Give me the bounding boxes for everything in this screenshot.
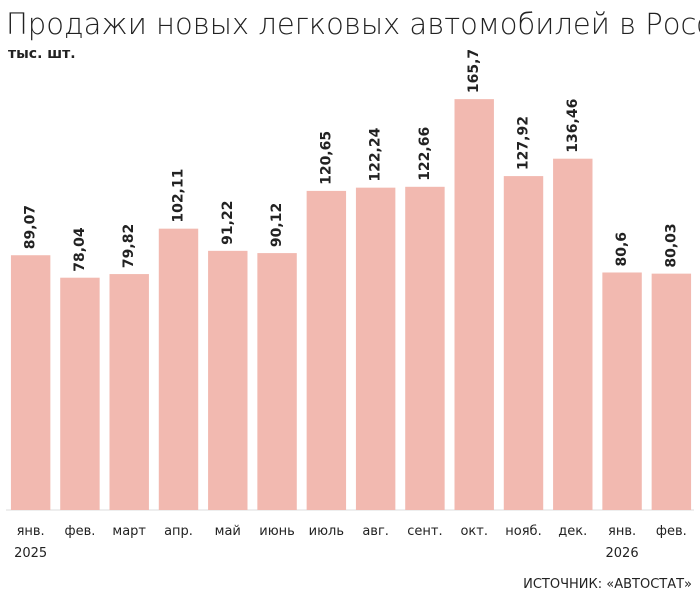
bar: [109, 274, 149, 510]
x-tick-label: янв.: [608, 524, 636, 539]
x-tick-label: окт.: [460, 524, 488, 539]
chart-title: Продажи новых легковых автомобилей в Рос…: [6, 7, 700, 41]
value-label: 80,6: [614, 232, 630, 267]
bar: [454, 99, 494, 510]
bar: [306, 190, 347, 511]
value-label: 127,92: [516, 116, 532, 170]
bar: [208, 250, 248, 510]
value-label: 80,03: [663, 223, 679, 267]
x-tick-label: апр.: [164, 524, 193, 539]
x-tick-label: сент.: [407, 524, 442, 539]
bar: [553, 158, 593, 510]
x-tick-label: май: [215, 524, 241, 539]
value-label: 165,7: [466, 49, 482, 93]
value-label: 79,82: [121, 224, 137, 268]
bar: [651, 273, 692, 510]
x-tick-label: фев.: [64, 524, 95, 539]
value-label: 78,04: [72, 227, 88, 272]
source: ИСТОЧНИК: «АВТОСТАТ»: [523, 577, 692, 592]
bar: [60, 277, 100, 510]
bar: [10, 255, 51, 510]
x-tick-label: фев.: [656, 524, 687, 539]
x-tick-label: март: [112, 524, 146, 539]
x-tick-label: янв.: [17, 524, 45, 539]
bar: [355, 187, 396, 511]
bar: [503, 176, 544, 511]
value-label: 136,46: [565, 99, 581, 153]
value-label: 122,66: [417, 127, 433, 181]
bar: [158, 228, 199, 511]
value-label: 90,12: [269, 203, 285, 247]
x-tick-label: авг.: [362, 524, 389, 539]
value-label: 89,07: [23, 205, 39, 249]
x-tick-label: июль: [309, 524, 344, 539]
bar: [405, 186, 445, 510]
year-label: 2025: [14, 546, 47, 561]
chart-subtitle: тыс. шт.: [8, 46, 76, 62]
x-tick-label: июнь: [259, 524, 295, 539]
value-label: 91,22: [220, 201, 236, 245]
x-tick-label: нояб.: [505, 524, 541, 539]
value-label: 120,65: [318, 131, 334, 185]
bar: [257, 253, 297, 511]
x-tick-label: дек.: [558, 524, 587, 539]
value-label: 102,11: [171, 169, 187, 223]
bar: [602, 272, 642, 510]
year-label: 2026: [606, 546, 639, 561]
value-label: 122,24: [368, 127, 384, 181]
